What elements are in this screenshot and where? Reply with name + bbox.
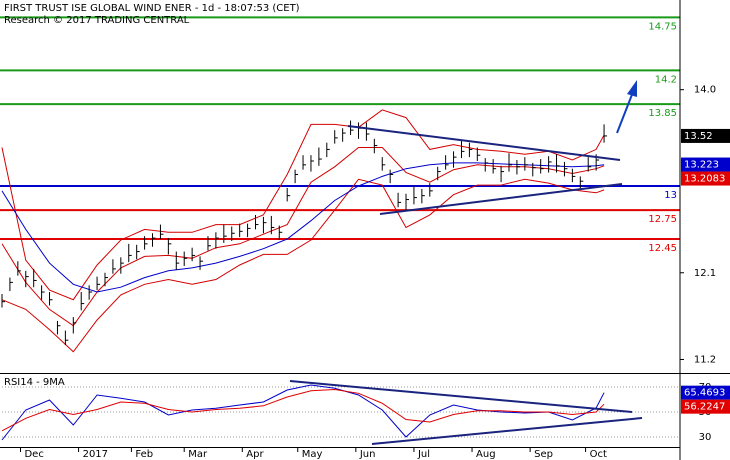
- value-tag-label: 65.4693: [684, 388, 725, 399]
- x-tick-label: Aug: [476, 449, 496, 460]
- value-tag: [681, 128, 730, 143]
- level-label: 12.75: [648, 214, 677, 225]
- trend-line: [371, 417, 643, 445]
- x-tick-label: Feb: [135, 449, 153, 460]
- level-label: 12.45: [648, 243, 677, 254]
- value-tag: [681, 399, 730, 414]
- x-tick-label: Oct: [590, 449, 607, 460]
- value-tag: [681, 171, 730, 186]
- x-tick-label: Dec: [24, 449, 43, 460]
- level-label: 14.2: [655, 74, 677, 85]
- value-tag-label: 13.52: [684, 131, 713, 142]
- x-tick-label: 2017: [83, 449, 108, 460]
- trend-line: [347, 125, 621, 161]
- chart-subtitle: Research © 2017 TRADING CENTRAL: [4, 15, 190, 26]
- arrow: [616, 91, 634, 134]
- y-tick-label: 14.0: [694, 85, 716, 96]
- x-tick-label: Sep: [534, 449, 553, 460]
- chart-title: FIRST TRUST ISE GLOBAL WIND ENER - 1d - …: [4, 3, 300, 14]
- indicator-line: [1, 178, 605, 353]
- value-tag-label: 56.2247: [684, 402, 725, 413]
- level-label: 14.75: [648, 21, 677, 32]
- panel-title: RSI14 - 9MA: [4, 377, 65, 388]
- indicator-line: [1, 388, 605, 432]
- y-tick-label: 12.1: [694, 268, 716, 279]
- trend-line: [289, 380, 633, 413]
- indicator-line: [1, 384, 605, 441]
- level-label: 13: [664, 190, 677, 201]
- trend-line: [379, 183, 623, 215]
- x-tick-label: May: [302, 449, 323, 460]
- y-tick-label: 30: [699, 432, 712, 443]
- x-tick-label: Apr: [246, 449, 264, 460]
- value-tag-label: 13.2083: [684, 174, 725, 185]
- x-tick-label: Jun: [359, 449, 376, 460]
- y-tick-label: 11.2: [694, 354, 716, 365]
- indicator-line: [1, 109, 605, 301]
- value-tag-label: 13.223: [684, 160, 719, 171]
- arrow-head: [627, 80, 637, 97]
- value-tag: [681, 385, 730, 400]
- value-tag: [681, 157, 730, 172]
- x-tick-label: Mar: [188, 449, 208, 460]
- x-tick-label: Jul: [417, 449, 430, 460]
- level-label: 13.85: [648, 108, 677, 119]
